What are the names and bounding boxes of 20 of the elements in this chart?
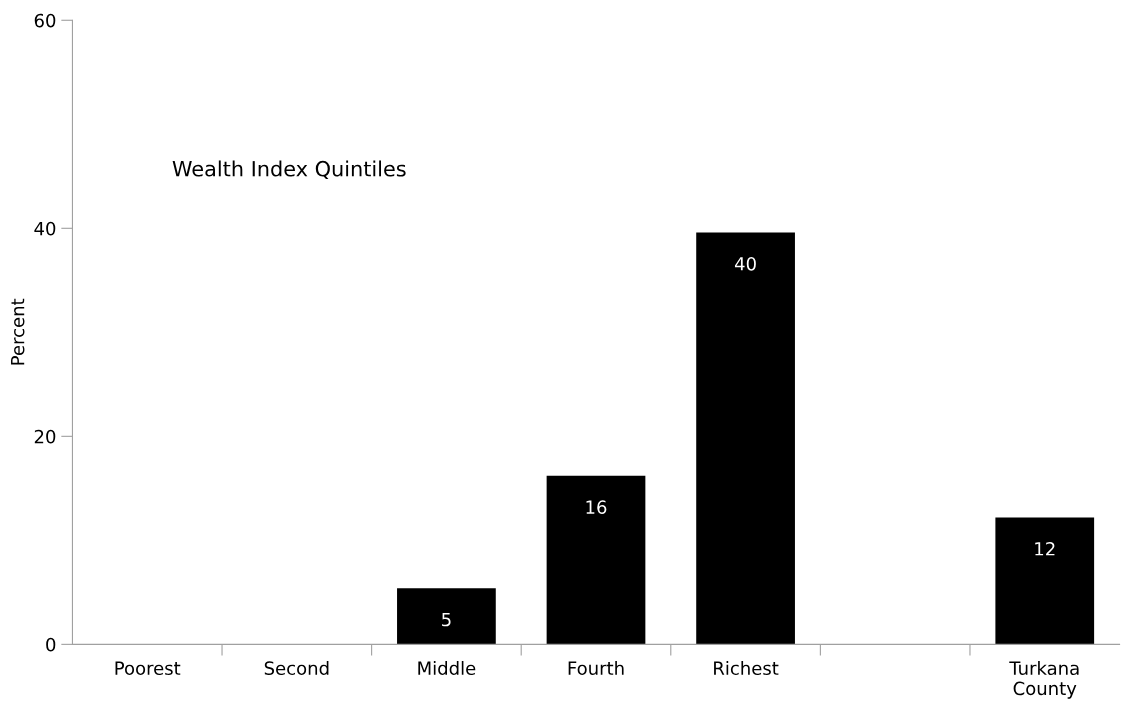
data-label: 5 [442, 612, 451, 627]
data-label: 16 [586, 500, 607, 515]
x-tick-label: Second [264, 661, 329, 675]
x-tick-label: Turkana County [1009, 661, 1079, 699]
y-tick-label: 40 [34, 221, 56, 236]
bar [397, 588, 496, 645]
bar [995, 517, 1095, 645]
y-tick-label: 0 [46, 637, 56, 652]
y-axis-title: Percent [11, 298, 25, 365]
bar [696, 232, 795, 645]
bar [546, 475, 646, 645]
x-tick-label: Richest [714, 661, 779, 675]
data-label: 12 [1035, 541, 1055, 556]
x-tick-label: Middle [418, 661, 476, 675]
annotation: Wealth Index Quintiles [172, 160, 406, 179]
y-tick-label: 60 [34, 13, 56, 28]
y-tick-label: 20 [34, 429, 56, 444]
x-tick-label: Fourth [568, 661, 624, 675]
data-label: 40 [734, 256, 756, 271]
x-tick-label: Poorest [115, 661, 181, 675]
